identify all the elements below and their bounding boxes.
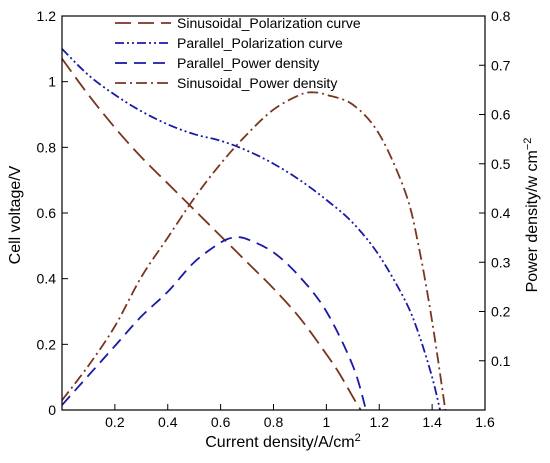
y-right-tick-label: 0.7 [491,57,511,73]
y-axis-left-title: Cell voltage/V [7,165,24,264]
series-line-2 [62,48,441,410]
y-left-tick-label: 1.2 [37,8,57,24]
x-tick-label: 1.6 [475,414,495,430]
y-right-tick-label: 0.4 [491,205,511,221]
ticks-layer: 0.2 0.4 0.6 0.8 1 1.2 1.4 1.6 0 0.2 0.4 0.6 0.8 1 1.2 0… [37,8,511,430]
y-left-tick-label: 0.6 [37,205,57,221]
x-axis-title: Current density/A/cm2 [205,432,361,451]
x-tick-label: 0.4 [158,414,178,430]
y-right-tick-label: 0.2 [491,304,511,320]
y-right-tick-label: 0.1 [491,353,511,369]
y-left-tick-label: 1 [48,74,56,90]
x-tick-label: 1.2 [370,414,390,430]
legend-label-4: Sinusoidal_Power density [177,75,337,91]
x-tick-label: 1 [322,414,330,430]
legend: Sinusoidal_Polarization curve Parallel_Po… [115,15,361,91]
series-line-4 [62,91,447,410]
y-left-tick-label: 0 [48,402,56,418]
x-tick-label: 0.2 [105,414,125,430]
y-left-tick-label: 0.8 [37,139,57,155]
y-right-tick-label: 0.8 [491,8,511,24]
x-tick-label: 0.6 [211,414,231,430]
y-right-tick-label: 0.3 [491,254,511,270]
y-left-tick-label: 0.2 [37,336,57,352]
series-line-3 [62,236,367,410]
x-tick-label: 0.8 [264,414,284,430]
legend-label-3: Parallel_Power density [177,55,319,71]
y-right-tick-label: 0.6 [491,107,511,123]
y-right-tick-label: 0.5 [491,156,511,172]
y-axis-right-title: Power density/w cm−2 [522,138,541,293]
y-left-tick-label: 0.4 [37,271,57,287]
x-tick-label: 1.4 [422,414,442,430]
series-layer [62,48,447,410]
legend-label-1: Sinusoidal_Polarization curve [177,15,361,31]
series-line-1 [62,58,362,410]
legend-label-2: Parallel_Polarization curve [177,35,343,51]
